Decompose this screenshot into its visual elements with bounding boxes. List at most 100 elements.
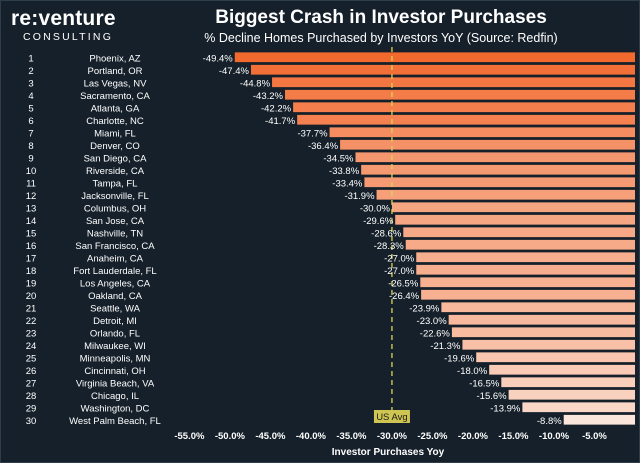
value-label: -26.4% [389,291,420,302]
x-tick-label: -50.0% [215,431,246,442]
value-label: -47.4% [219,66,250,77]
rank-label: 29 [26,403,37,414]
rank-label: 26 [26,366,37,377]
bar [355,152,635,163]
rank-label: 6 [28,116,33,127]
bar [403,227,635,238]
value-label: -28.6% [371,228,402,239]
rank-label: 3 [28,78,33,89]
category-label: Charlotte, NC [86,116,144,127]
bar [361,164,635,175]
category-label: Chicago, IL [91,391,139,402]
bar [272,77,635,88]
rank-label: 15 [26,228,37,239]
rank-label: 25 [26,353,37,364]
rank-label: 14 [26,216,37,227]
category-label: Tampa, FL [93,178,138,189]
value-label: -28.3% [374,241,405,252]
category-label: Orlando, FL [90,328,140,339]
x-tick-label: -35.0% [336,431,367,442]
category-label: Virginia Beach, VA [76,378,155,389]
category-label: Detroit, MI [93,316,137,327]
category-label: Portland, OR [88,66,143,77]
bar [420,277,635,288]
value-label: -23.9% [409,303,440,314]
category-label: Las Vegas, NV [84,78,148,89]
rank-label: 20 [26,291,37,302]
bar [376,189,635,200]
category-label: Phoenix, AZ [89,53,140,64]
value-label: -34.5% [323,153,354,164]
value-label: -37.7% [297,128,328,139]
category-label: Milwaukee, WI [84,341,146,352]
x-tick-label: -45.0% [255,431,286,442]
logo-brand: re:venture [11,7,116,30]
category-label: Anaheim, CA [87,253,144,264]
x-tick-label: -15.0% [498,431,529,442]
value-label: -43.2% [253,91,284,102]
rank-label: 9 [28,153,33,164]
value-label: -21.3% [430,341,461,352]
category-label: Sacramento, CA [80,91,150,102]
value-label: -41.7% [265,116,296,127]
bar [508,389,635,400]
bar [329,127,635,138]
bar [293,102,635,113]
rank-label: 17 [26,253,37,264]
x-tick-label: -30.0% [377,431,408,442]
bar [421,289,635,300]
bar [395,214,635,225]
value-label: -30.0% [360,203,391,214]
value-label: -31.9% [344,191,375,202]
rank-label: 23 [26,328,37,339]
value-label: -22.6% [420,328,451,339]
category-label: Cincinnati, OH [84,366,145,377]
bar [285,89,635,100]
us-avg-label-box [373,410,410,423]
rank-label: 10 [26,166,37,177]
bar [522,402,635,413]
rank-label: 7 [28,128,33,139]
bar [563,414,635,425]
x-axis-label: Investor Purchases Yoy [332,447,445,458]
value-label: -18.0% [457,366,488,377]
chart-title: Biggest Crash in Investor Purchases [215,7,547,28]
rank-label: 22 [26,316,37,327]
category-label: San Jose, CA [86,216,145,227]
value-label: -8.8% [537,416,562,427]
value-label: -36.4% [308,141,339,152]
value-label: -49.4% [203,53,234,64]
category-label: Denver, CO [90,141,140,152]
x-tick-label: -20.0% [458,431,489,442]
category-label: Columbus, OH [84,203,146,214]
rank-label: 27 [26,378,37,389]
category-label: Los Angeles, CA [80,278,151,289]
category-label: Atlanta, GA [91,103,140,114]
bar [462,339,635,350]
category-label: Jacksonville, FL [81,191,149,202]
category-label: Oakland, CA [88,291,143,302]
logo-subtitle: CONSULTING [23,31,114,43]
rank-label: 11 [26,178,36,189]
rank-label: 28 [26,391,37,402]
bar [501,377,635,388]
bar [416,252,635,263]
category-label: Nashville, TN [87,228,143,239]
x-tick-label: -5.0% [582,431,607,442]
bar [364,177,635,188]
value-label: -15.6% [477,391,508,402]
bar [451,327,635,338]
rank-label: 16 [26,241,37,252]
bar [391,202,635,213]
x-tick-label: -40.0% [296,431,327,442]
bar [234,52,635,63]
value-label: -13.9% [490,403,521,414]
category-label: Fort Lauderdale, FL [73,266,156,277]
value-label: -42.2% [261,103,292,114]
rank-label: 5 [28,103,33,114]
bar [250,64,635,75]
rank-label: 30 [26,416,37,427]
value-label: -33.8% [329,166,360,177]
